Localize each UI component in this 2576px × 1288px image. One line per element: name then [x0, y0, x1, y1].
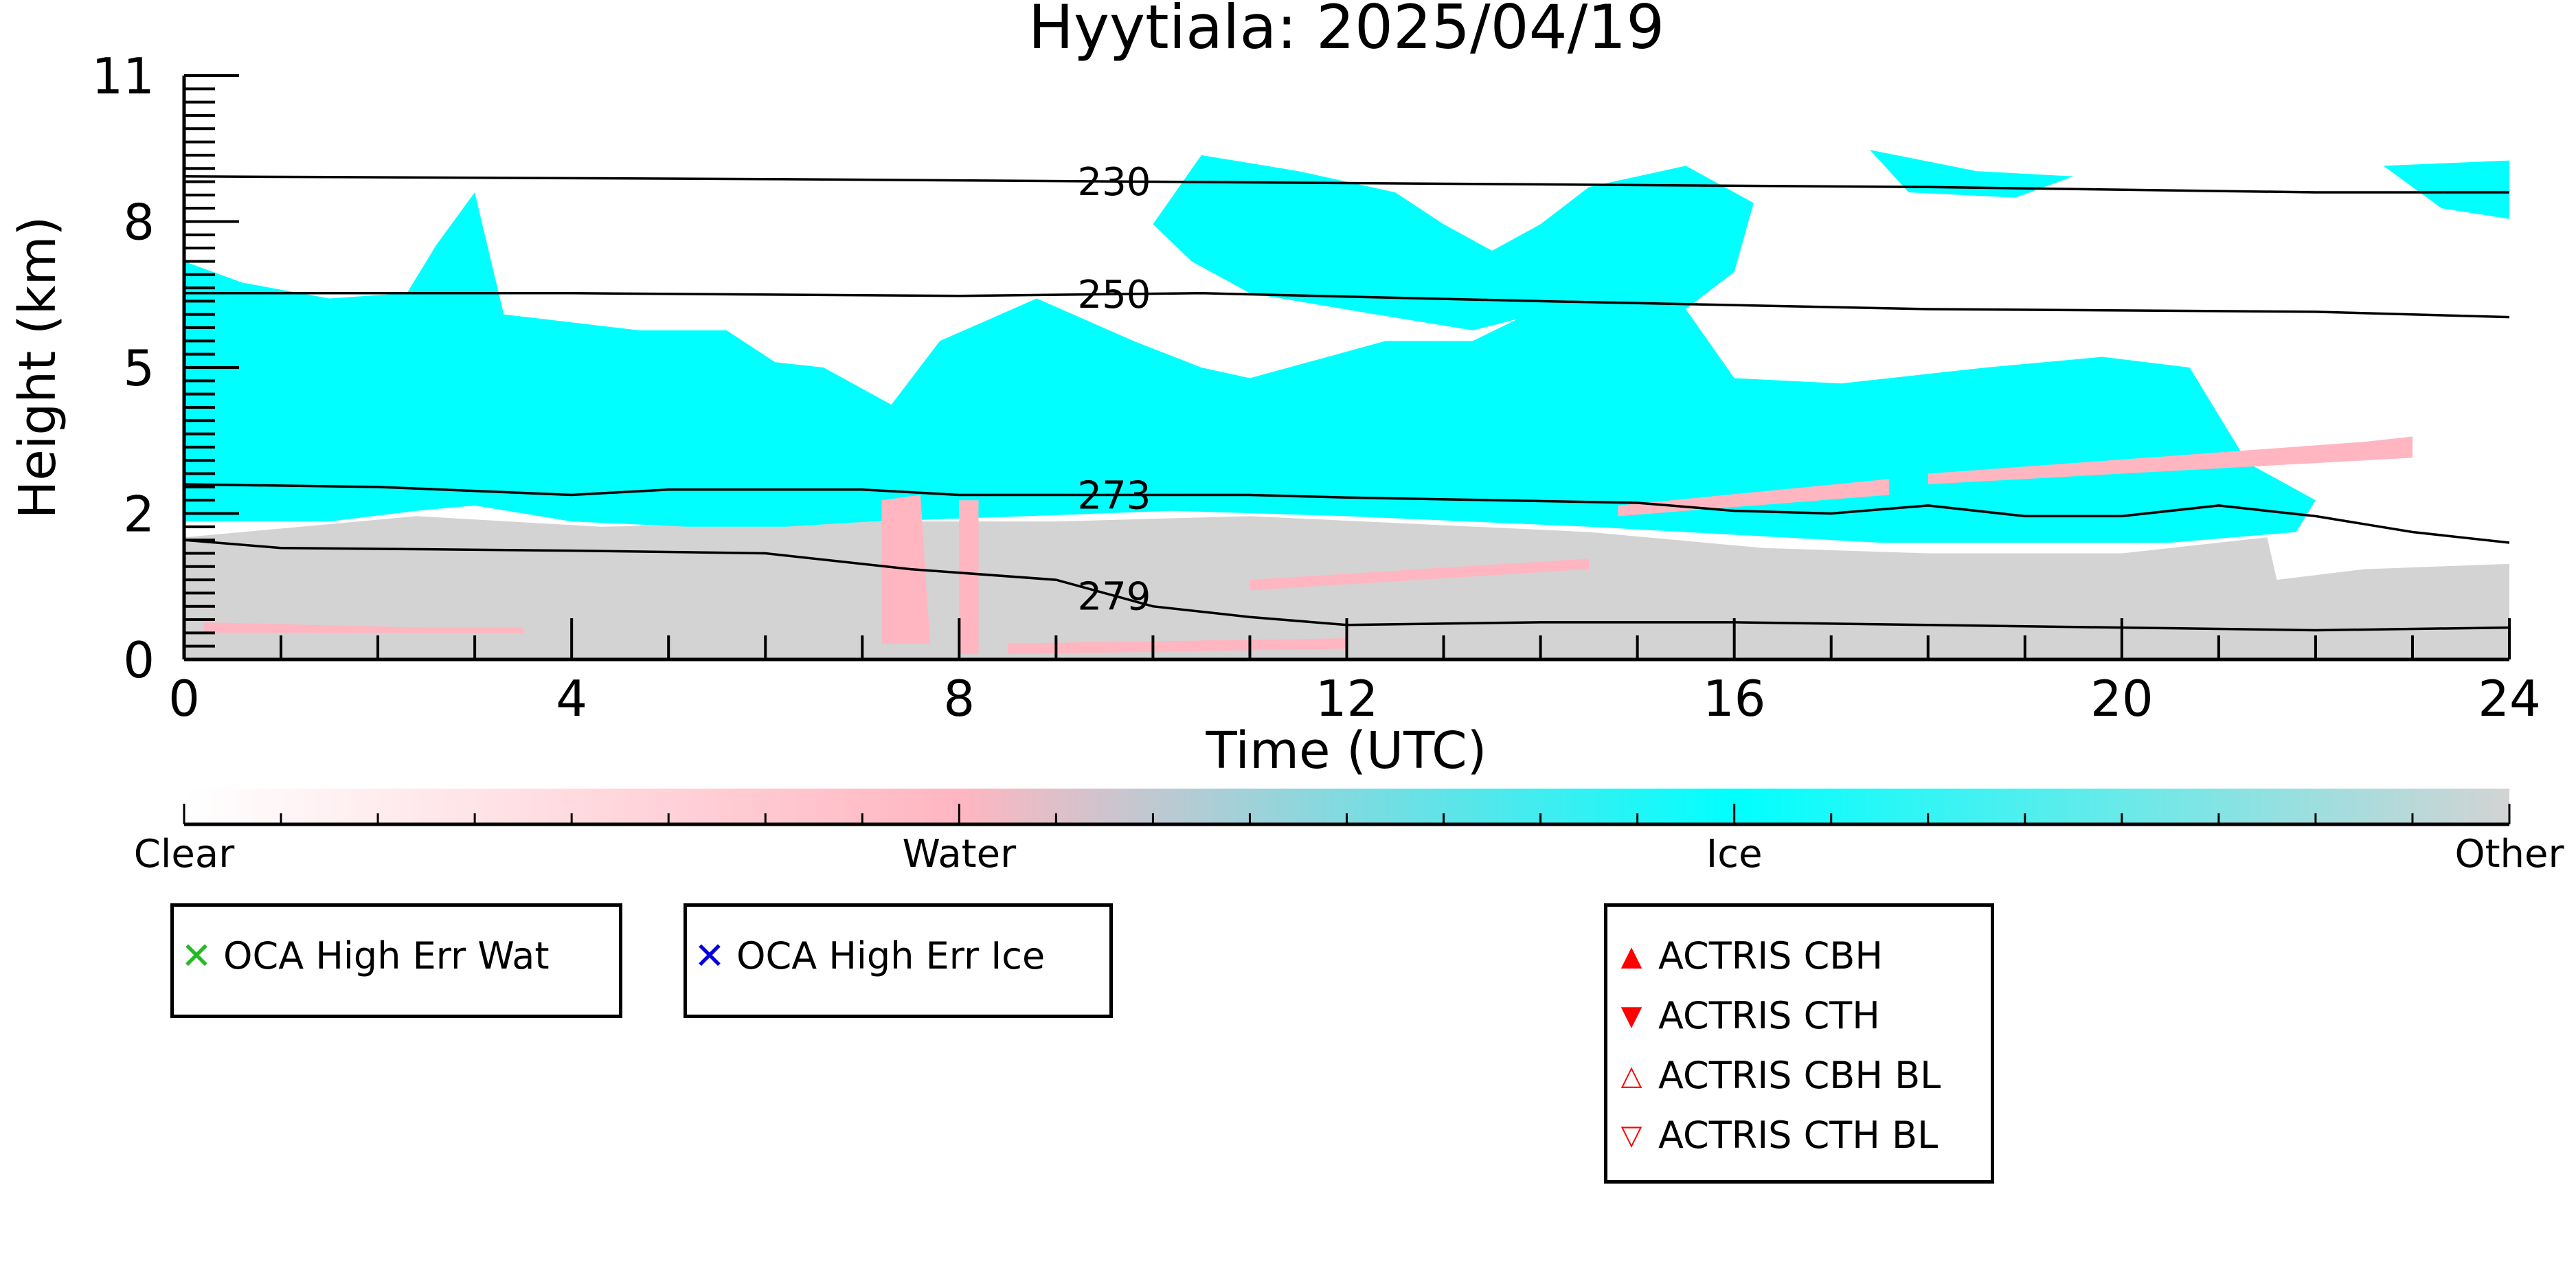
triangle-up-icon: ▲ — [1620, 940, 1642, 972]
y-tick-label: 8 — [123, 194, 155, 251]
triangle-down-outline-icon: ▽ — [1620, 1119, 1642, 1151]
ice-cloud-region — [2383, 160, 2509, 219]
water-cloud-region — [959, 500, 979, 655]
contour-line-279 — [184, 539, 2509, 632]
ice-cloud-region — [184, 192, 2316, 543]
legend-item: ✕ OCA High Err Wat — [179, 934, 550, 978]
water-cloud-region — [1928, 436, 2413, 484]
cross-marker-icon: ✕ — [694, 934, 725, 978]
chart-title: Hyytiala: 2025/04/19 — [1028, 0, 1664, 63]
contour-labels: 230 250 273 279 — [1078, 160, 1151, 619]
other-cloud-region — [184, 516, 2509, 659]
legend-label: ACTRIS CBH BL — [1658, 1054, 1941, 1097]
colorbar-ticks — [183, 804, 2511, 824]
triangle-up-outline-icon: △ — [1620, 1059, 1642, 1092]
y-tick-labels: 0 2 5 8 11 — [91, 47, 155, 689]
x-tick-labels: 0 4 8 12 16 20 24 — [168, 670, 2541, 727]
ice-cloud-region — [1153, 155, 1754, 330]
y-tick-label: 2 — [123, 486, 155, 543]
x-tick-label: 16 — [1703, 670, 1766, 727]
x-tick-label: 0 — [168, 670, 200, 727]
legend-label: ACTRIS CTH BL — [1658, 1114, 1939, 1157]
triangle-down-icon: ▼ — [1620, 999, 1642, 1032]
y-axis-label: Height (km) — [8, 216, 67, 519]
legend-oca-water: ✕ OCA High Err Wat — [170, 903, 622, 1018]
colorbar-label: Ice — [1706, 832, 1763, 877]
legend-actris: ▲ ACTRIS CBH ▼ ACTRIS CTH △ ACTRIS CBH B… — [1604, 903, 1994, 1184]
contour-label: 230 — [1078, 160, 1151, 205]
colorbar-label: Water — [903, 832, 1017, 877]
x-tick-label: 12 — [1315, 670, 1379, 727]
water-cloud-region — [203, 622, 523, 633]
legend-label: OCA High Err Wat — [223, 934, 550, 978]
legend-label: ACTRIS CBH — [1658, 934, 1883, 978]
contour-line-250 — [184, 292, 2509, 319]
water-cloud-region — [1250, 558, 1590, 591]
contour-label: 279 — [1078, 574, 1151, 619]
water-cloud-region — [1007, 638, 1347, 655]
legend-label: ACTRIS CTH — [1658, 994, 1880, 1037]
legend-item: ▲ ACTRIS CBH — [1614, 934, 1883, 978]
x-tick-label: 4 — [556, 670, 587, 727]
temperature-contours — [184, 175, 2509, 632]
x-tick-label: 8 — [943, 670, 975, 727]
contour-line-230 — [184, 175, 2509, 194]
colorbar-label: Other — [2454, 832, 2564, 877]
legend-item: ✕ OCA High Err Ice — [692, 934, 1045, 978]
cross-marker-icon: ✕ — [181, 934, 212, 978]
legend-oca-ice: ✕ OCA High Err Ice — [683, 903, 1113, 1018]
colorbar-labels: Clear Water Ice Other — [134, 832, 2565, 877]
axes — [182, 74, 2511, 662]
x-tick-label: 20 — [2090, 670, 2154, 727]
x-tick-label: 24 — [2478, 670, 2541, 727]
contour-line-273 — [184, 483, 2509, 544]
contour-label: 273 — [1078, 473, 1151, 518]
y-tick-label: 0 — [123, 631, 155, 689]
y-tick-label: 5 — [123, 339, 155, 397]
colorbar-label: Clear — [134, 832, 235, 877]
legend-label: OCA High Err Ice — [736, 934, 1046, 978]
contour-label: 250 — [1078, 273, 1151, 317]
ice-cloud-region — [1870, 150, 2074, 198]
legend-item: △ ACTRIS CBH BL — [1614, 1054, 1941, 1097]
y-tick-label: 11 — [91, 47, 155, 105]
legend-item: ▼ ACTRIS CTH — [1614, 994, 1880, 1037]
x-axis-label: Time (UTC) — [1205, 721, 1487, 780]
legend-item: ▽ ACTRIS CTH BL — [1614, 1114, 1939, 1157]
plot-area — [184, 150, 2509, 659]
